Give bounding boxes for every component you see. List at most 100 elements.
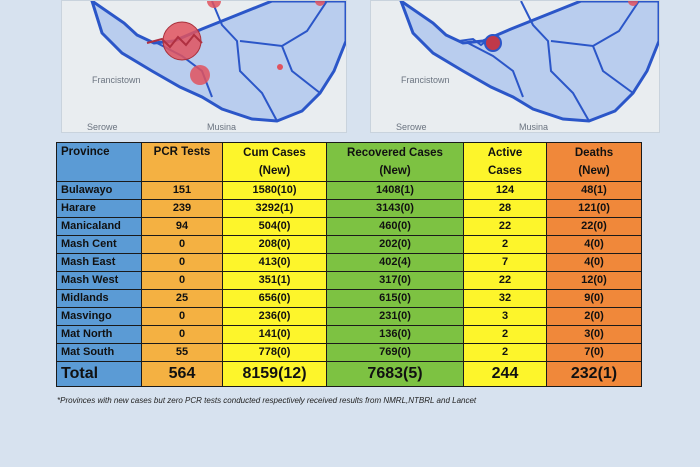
cell-province: Mash West xyxy=(56,271,142,290)
header-recovered: Recovered Cases (New) xyxy=(326,142,464,182)
cell-active: 28 xyxy=(463,199,547,218)
cell-cum-cases: 3292(1) xyxy=(222,199,327,218)
cell-recovered: 1408(1) xyxy=(326,181,464,200)
cell-pcr-tests: 0 xyxy=(141,307,223,326)
cell-cum-cases: 1580(10) xyxy=(222,181,327,200)
table-row: Manicaland 94 504(0) 460(0) 22 22(0) xyxy=(56,217,642,236)
total-cell-deaths: 232(1) xyxy=(546,361,642,387)
table-row: Bulawayo 151 1580(10) 1408(1) 124 48(1) xyxy=(56,181,642,200)
case-bubble xyxy=(315,1,325,6)
header-row: Province PCR Tests Cum Cases (New) Recov… xyxy=(56,142,642,182)
cell-deaths: 48(1) xyxy=(546,181,642,200)
cell-pcr-tests: 55 xyxy=(141,343,223,362)
cell-cum-cases: 413(0) xyxy=(222,253,327,272)
cell-province: Harare xyxy=(56,199,142,218)
total-cell-recovered: 7683(5) xyxy=(326,361,464,387)
cell-recovered: 460(0) xyxy=(326,217,464,236)
left-map-graphic xyxy=(90,1,346,123)
footnote: *Provinces with new cases but zero PCR t… xyxy=(57,396,477,405)
header-cum-line2: (New) xyxy=(258,165,291,177)
cell-active: 124 xyxy=(463,181,547,200)
cell-recovered: 769(0) xyxy=(326,343,464,362)
cell-province: Mat North xyxy=(56,325,142,344)
total-cell-active: 244 xyxy=(463,361,547,387)
cell-pcr-tests: 94 xyxy=(141,217,223,236)
road-line xyxy=(146,33,203,49)
cell-active: 22 xyxy=(463,217,547,236)
cell-pcr-tests: 25 xyxy=(141,289,223,308)
total-cell-province: Total xyxy=(56,361,142,387)
header-dth-line2: (New) xyxy=(578,165,610,177)
cell-pcr-tests: 0 xyxy=(141,271,223,290)
case-bubble xyxy=(190,65,210,85)
total-cell-cum-cases: 8159(12) xyxy=(222,361,327,387)
cell-cum-cases: 141(0) xyxy=(222,325,327,344)
map-label-bottom-left: Serowe xyxy=(87,122,118,132)
header-act-line2: Cases xyxy=(488,165,522,177)
header-rec-line2: (New) xyxy=(379,165,411,177)
cell-province: Masvingo xyxy=(56,307,142,326)
header-rec-line1: Recovered Cases xyxy=(347,147,443,159)
province-border xyxy=(592,45,634,94)
map-label-bottom-mid: Musina xyxy=(519,122,549,132)
cell-recovered: 136(0) xyxy=(326,325,464,344)
cell-recovered: 231(0) xyxy=(326,307,464,326)
cell-active: 7 xyxy=(463,253,547,272)
cell-cum-cases: 208(0) xyxy=(222,235,327,254)
cell-cum-cases: 778(0) xyxy=(222,343,327,362)
header-dth-line1: Deaths xyxy=(574,147,614,159)
cell-active: 3 xyxy=(463,307,547,326)
cell-active: 2 xyxy=(463,325,547,344)
table-row: Mash Cent 0 208(0) 202(0) 2 4(0) xyxy=(56,235,642,254)
cell-cum-cases: 504(0) xyxy=(222,217,327,236)
cell-recovered: 615(0) xyxy=(326,289,464,308)
cell-deaths: 121(0) xyxy=(546,199,642,218)
cell-deaths: 2(0) xyxy=(546,307,642,326)
cell-province: Midlands xyxy=(56,289,142,308)
cell-deaths: 3(0) xyxy=(546,325,642,344)
province-border xyxy=(281,45,321,94)
cell-pcr-tests: 0 xyxy=(141,235,223,254)
right-map: Francistown Serowe Musina xyxy=(370,0,660,133)
right-map-graphic xyxy=(399,1,659,123)
table-row: Mash East 0 413(0) 402(4) 7 4(0) xyxy=(56,253,642,272)
cell-recovered: 402(4) xyxy=(326,253,464,272)
cell-deaths: 22(0) xyxy=(546,217,642,236)
province-border xyxy=(550,1,640,48)
header-deaths: Deaths (New) xyxy=(546,142,642,182)
cell-deaths: 12(0) xyxy=(546,271,642,290)
cell-active: 2 xyxy=(463,235,547,254)
cell-active: 2 xyxy=(463,343,547,362)
case-bubble xyxy=(628,1,638,6)
left-map: Francistown Serowe Musina xyxy=(61,0,347,133)
table-row: Mat South 55 778(0) 769(0) 2 7(0) xyxy=(56,343,642,362)
cell-province: Mash Cent xyxy=(56,235,142,254)
cell-active: 32 xyxy=(463,289,547,308)
header-pcr: PCR Tests xyxy=(141,142,223,182)
province-border xyxy=(239,1,328,48)
cell-pcr-tests: 0 xyxy=(141,325,223,344)
case-bubble xyxy=(277,64,283,70)
cell-pcr-tests: 239 xyxy=(141,199,223,218)
cell-province: Mat South xyxy=(56,343,142,362)
header-pcr-label: PCR Tests xyxy=(153,146,211,158)
table-row: Mat North 0 141(0) 136(0) 2 3(0) xyxy=(56,325,642,344)
cell-deaths: 7(0) xyxy=(546,343,642,362)
map-label-bottom-mid: Musina xyxy=(207,122,237,132)
cell-cum-cases: 236(0) xyxy=(222,307,327,326)
table-row: Harare 239 3292(1) 3143(0) 28 121(0) xyxy=(56,199,642,218)
table-row: Midlands 25 656(0) 615(0) 32 9(0) xyxy=(56,289,642,308)
covid-stats-table: Province PCR Tests Cum Cases (New) Recov… xyxy=(56,142,642,387)
cell-deaths: 4(0) xyxy=(546,253,642,272)
map-label-city: Francistown xyxy=(401,75,450,85)
map-label-city: Francistown xyxy=(92,75,141,85)
cell-recovered: 3143(0) xyxy=(326,199,464,218)
header-cum: Cum Cases (New) xyxy=(222,142,327,182)
total-row: Total 564 8159(12) 7683(5) 244 232(1) xyxy=(56,361,642,387)
cell-pcr-tests: 0 xyxy=(141,253,223,272)
header-active: Active Cases xyxy=(463,142,547,182)
cell-deaths: 4(0) xyxy=(546,235,642,254)
header-cum-line1: Cum Cases xyxy=(243,147,306,159)
province-border xyxy=(467,42,524,98)
cell-cum-cases: 656(0) xyxy=(222,289,327,308)
